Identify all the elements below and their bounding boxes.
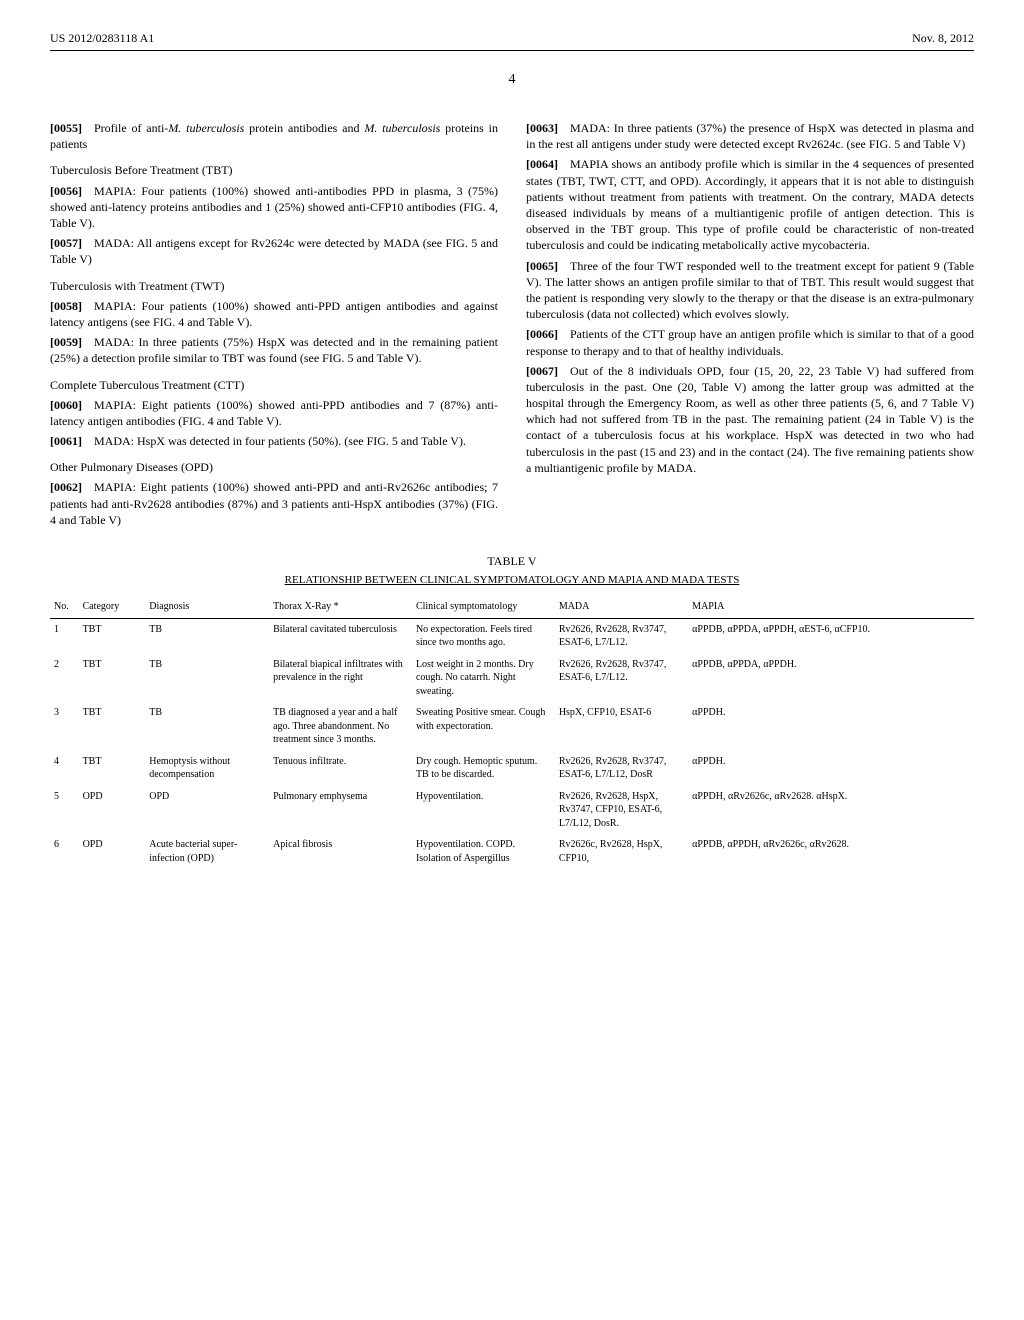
section-heading: Complete Tuberculous Treatment (CTT) (50, 377, 498, 393)
paragraph-number: [0066] (526, 327, 558, 341)
table-col-header: MAPIA (688, 596, 974, 618)
clinical-table: No.CategoryDiagnosisThorax X-Ray *Clinic… (50, 596, 974, 869)
table-cell: HspX, CFP10, ESAT-6 (555, 702, 688, 751)
table-cell: Dry cough. Hemoptic sputum. TB to be dis… (412, 751, 555, 786)
table-cell: 1 (50, 618, 79, 654)
paragraph: [0055] Profile of anti-M. tuberculosis p… (50, 120, 498, 152)
paragraph: [0061] MADA: HspX was detected in four p… (50, 433, 498, 449)
table-cell: Apical fibrosis (269, 834, 412, 869)
table-cell: TB (145, 702, 269, 751)
table-cell: Pulmonary emphysema (269, 786, 412, 835)
body-text: [0055] Profile of anti-M. tuberculosis p… (50, 120, 974, 528)
table-cell: Hypoventilation. COPD. Isolation of Aspe… (412, 834, 555, 869)
paragraph: [0057] MADA: All antigens except for Rv2… (50, 235, 498, 267)
table-col-header: Category (79, 596, 146, 618)
paragraph-number: [0060] (50, 398, 82, 412)
paragraph: [0062] MAPIA: Eight patients (100%) show… (50, 479, 498, 528)
table-cell: OPD (79, 786, 146, 835)
section-heading: Other Pulmonary Diseases (OPD) (50, 459, 498, 475)
table-cell: αPPDB, αPPDA, αPPDH. (688, 654, 974, 703)
table-cell: αPPDH, αRv2626c, αRv2628. αHspX. (688, 786, 974, 835)
section-heading: Tuberculosis with Treatment (TWT) (50, 278, 498, 294)
paragraph-number: [0061] (50, 434, 82, 448)
paragraph-number: [0063] (526, 121, 558, 135)
table-cell: TBT (79, 618, 146, 654)
paragraph: [0060] MAPIA: Eight patients (100%) show… (50, 397, 498, 429)
table-cell: αPPDB, αPPDH, αRv2626c, αRv2628. (688, 834, 974, 869)
table-cell: Rv2626, Rv2628, Rv3747, ESAT-6, L7/L12. (555, 654, 688, 703)
page-number: 4 (50, 71, 974, 90)
table-cell: Bilateral cavitated tuberculosis (269, 618, 412, 654)
table-cell: Sweating Positive smear. Cough with expe… (412, 702, 555, 751)
table-title: TABLE V (50, 553, 974, 569)
table-cell: Rv2626, Rv2628, HspX, Rv3747, CFP10, ESA… (555, 786, 688, 835)
paragraph: [0063] MADA: In three patients (37%) the… (526, 120, 974, 152)
paragraph-number: [0059] (50, 335, 82, 349)
paragraph: [0065] Three of the four TWT responded w… (526, 258, 974, 323)
paragraph: [0056] MAPIA: Four patients (100%) showe… (50, 183, 498, 232)
table-cell: Rv2626c, Rv2628, HspX, CFP10, (555, 834, 688, 869)
table-cell: Rv2626, Rv2628, Rv3747, ESAT-6, L7/L12. (555, 618, 688, 654)
paragraph-number: [0057] (50, 236, 82, 250)
table-row: 4TBTHemoptysis without decompensationTen… (50, 751, 974, 786)
publication-date: Nov. 8, 2012 (912, 30, 974, 46)
table-row: 3TBTTBTB diagnosed a year and a half ago… (50, 702, 974, 751)
paragraph: [0064] MAPIA shows an antibody profile w… (526, 156, 974, 253)
paragraph-number: [0062] (50, 480, 82, 494)
table-col-header: No. (50, 596, 79, 618)
paragraph: [0067] Out of the 8 individuals OPD, fou… (526, 363, 974, 476)
paragraph: [0059] MADA: In three patients (75%) Hsp… (50, 334, 498, 366)
table-cell: No expectoration. Feels tired since two … (412, 618, 555, 654)
table-header-row: No.CategoryDiagnosisThorax X-Ray *Clinic… (50, 596, 974, 618)
table-row: 6OPDAcute bacterial super-infection (OPD… (50, 834, 974, 869)
section-heading: Tuberculosis Before Treatment (TBT) (50, 162, 498, 178)
table-cell: 3 (50, 702, 79, 751)
table-cell: Lost weight in 2 months. Dry cough. No c… (412, 654, 555, 703)
table-cell: 6 (50, 834, 79, 869)
table-cell: Rv2626, Rv2628, Rv3747, ESAT-6, L7/L12, … (555, 751, 688, 786)
table-cell: OPD (145, 786, 269, 835)
publication-number: US 2012/0283118 A1 (50, 30, 154, 46)
table-cell: αPPDH. (688, 702, 974, 751)
table-cell: αPPDH. (688, 751, 974, 786)
paragraph: [0066] Patients of the CTT group have an… (526, 326, 974, 358)
table-col-header: Diagnosis (145, 596, 269, 618)
table-cell: TB (145, 618, 269, 654)
table-cell: OPD (79, 834, 146, 869)
table-cell: Acute bacterial super-infection (OPD) (145, 834, 269, 869)
paragraph-number: [0055] (50, 121, 82, 135)
table-col-header: Thorax X-Ray * (269, 596, 412, 618)
paragraph-number: [0058] (50, 299, 82, 313)
table-cell: TBT (79, 654, 146, 703)
table-caption: RELATIONSHIP BETWEEN CLINICAL SYMPTOMATO… (50, 573, 974, 588)
paragraph-number: [0067] (526, 364, 558, 378)
table-col-header: MADA (555, 596, 688, 618)
table-row: 2TBTTBBilateral biapical infiltrates wit… (50, 654, 974, 703)
table-cell: TBT (79, 702, 146, 751)
table-cell: TB (145, 654, 269, 703)
paragraph-number: [0065] (526, 259, 558, 273)
table-cell: TB diagnosed a year and a half ago. Thre… (269, 702, 412, 751)
table-cell: Hypoventilation. (412, 786, 555, 835)
table-body: 1TBTTBBilateral cavitated tuberculosisNo… (50, 618, 974, 869)
table-row: 5OPDOPDPulmonary emphysemaHypoventilatio… (50, 786, 974, 835)
paragraph: [0058] MAPIA: Four patients (100%) showe… (50, 298, 498, 330)
table-cell: 5 (50, 786, 79, 835)
clinical-table-section: TABLE V RELATIONSHIP BETWEEN CLINICAL SY… (50, 553, 974, 869)
table-cell: Bilateral biapical infiltrates with prev… (269, 654, 412, 703)
paragraph-number: [0056] (50, 184, 82, 198)
table-cell: αPPDB, αPPDA, αPPDH, αEST-6, αCFP10. (688, 618, 974, 654)
table-cell: 2 (50, 654, 79, 703)
patent-header: US 2012/0283118 A1 Nov. 8, 2012 (50, 30, 974, 51)
table-row: 1TBTTBBilateral cavitated tuberculosisNo… (50, 618, 974, 654)
table-col-header: Clinical symptomatology (412, 596, 555, 618)
table-cell: 4 (50, 751, 79, 786)
paragraph-number: [0064] (526, 157, 558, 171)
table-cell: Hemoptysis without decompensation (145, 751, 269, 786)
table-cell: Tenuous infiltrate. (269, 751, 412, 786)
table-cell: TBT (79, 751, 146, 786)
